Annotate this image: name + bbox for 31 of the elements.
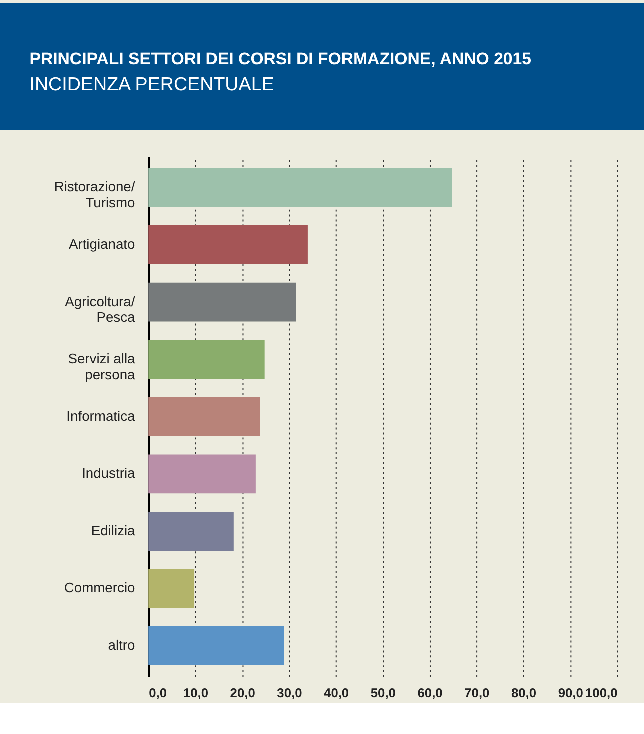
bar (148, 454, 256, 494)
y-tick-label: Artigianato (68, 236, 136, 252)
bar (148, 569, 195, 608)
chart-subtitle: INCIDENZA PERCENTUALE (30, 73, 274, 94)
bar (148, 626, 284, 666)
y-tick-label: Industria (82, 465, 136, 482)
x-tick-label: 100,0 (586, 685, 618, 700)
y-tick-label: Commercio (64, 580, 136, 596)
bar (148, 168, 452, 208)
x-tick-label: 10,0 (183, 685, 209, 700)
y-tick-label: Servizi alla persona (68, 350, 136, 382)
x-tick-label: 0,0 (149, 685, 168, 700)
bar (148, 397, 260, 436)
x-tick-label: 90,0 (558, 685, 584, 700)
bar (148, 512, 234, 551)
bar (148, 226, 308, 265)
y-tick-label: Ristorazione/ Turismo (54, 178, 136, 211)
x-tick-label: 80,0 (511, 685, 537, 700)
x-tick-label: 50,0 (370, 685, 396, 700)
x-tick-label: 30,0 (277, 685, 302, 700)
bar (148, 282, 296, 322)
y-tick-label: Agricoltura/ Pesca (65, 293, 136, 326)
y-tick-label: Edilizia (91, 522, 136, 538)
bar (148, 340, 265, 380)
chart-title: PRINCIPALI SETTORI DEI CORSI DI FORMAZIONE, ANNO 2015 (30, 50, 532, 69)
y-tick-label: Informatica (66, 408, 136, 424)
x-tick-label: 20,0 (230, 685, 256, 700)
x-tick-label: 70,0 (464, 685, 490, 700)
y-tick-label: altro (108, 636, 136, 653)
x-tick-label: 40,0 (324, 685, 350, 700)
x-tick-label: 60,0 (418, 685, 443, 700)
